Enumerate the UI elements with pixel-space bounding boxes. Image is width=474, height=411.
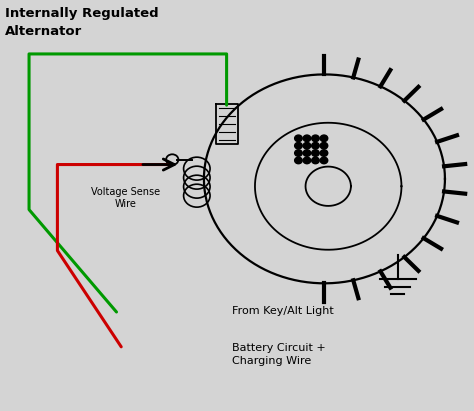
Circle shape bbox=[312, 143, 319, 149]
Circle shape bbox=[320, 150, 328, 156]
Circle shape bbox=[295, 135, 302, 142]
Circle shape bbox=[303, 150, 311, 156]
Circle shape bbox=[320, 157, 328, 164]
Circle shape bbox=[303, 143, 311, 149]
Circle shape bbox=[303, 157, 311, 164]
Circle shape bbox=[320, 143, 328, 149]
Circle shape bbox=[312, 157, 319, 164]
Text: Battery Circuit +
Charging Wire: Battery Circuit + Charging Wire bbox=[232, 343, 326, 366]
Circle shape bbox=[303, 135, 311, 142]
Text: From Key/Alt Light: From Key/Alt Light bbox=[232, 306, 334, 316]
Circle shape bbox=[312, 150, 319, 156]
Circle shape bbox=[320, 135, 328, 142]
Circle shape bbox=[312, 135, 319, 142]
Circle shape bbox=[295, 157, 302, 164]
Text: Voltage Sense
Wire: Voltage Sense Wire bbox=[91, 187, 161, 209]
Text: Internally Regulated: Internally Regulated bbox=[5, 7, 159, 20]
Circle shape bbox=[295, 143, 302, 149]
Text: Alternator: Alternator bbox=[5, 25, 82, 38]
Circle shape bbox=[295, 150, 302, 156]
